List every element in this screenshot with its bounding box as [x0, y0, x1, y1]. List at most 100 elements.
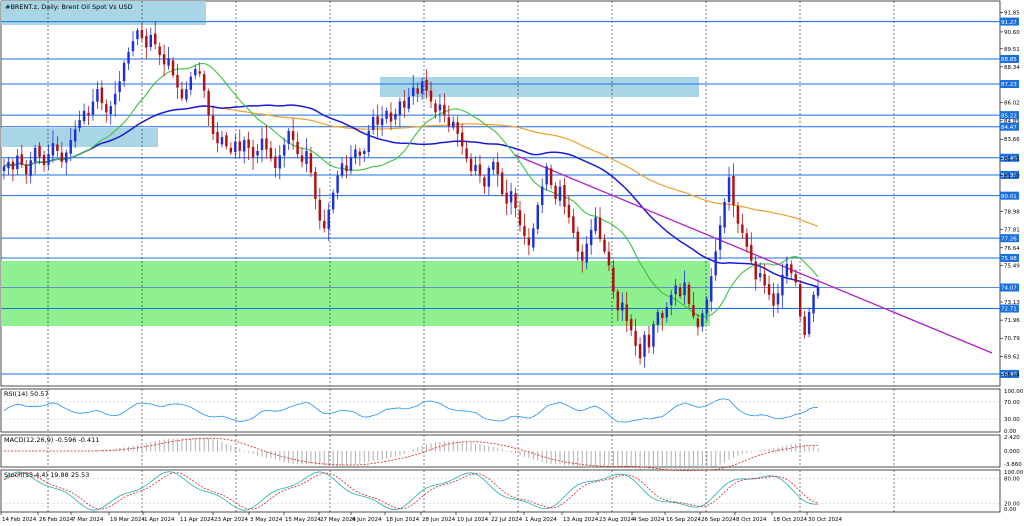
candle-body — [496, 162, 499, 175]
candle — [309, 146, 313, 177]
downtrend-line[interactable] — [514, 154, 993, 354]
candle-body — [69, 140, 72, 154]
candle-body — [465, 148, 468, 159]
price-level-tag-bg — [1000, 54, 1019, 63]
price-tick-label: 86.02 — [1004, 101, 1020, 107]
candle — [229, 142, 233, 156]
candle-body — [803, 316, 806, 335]
chart-title: #BRENT.z, Daily: Brent Oil Spot Vs USD — [5, 3, 133, 11]
rsi-panel[interactable] — [0, 388, 1001, 433]
candle — [113, 80, 117, 117]
candle-body — [785, 263, 789, 277]
price-level-tag-bg — [1000, 234, 1019, 243]
candle — [60, 141, 64, 168]
candle — [180, 81, 184, 102]
candle-body — [683, 282, 686, 296]
candle — [812, 291, 815, 323]
price-level-tag: 74.07 — [1000, 283, 1019, 292]
candle — [380, 105, 384, 137]
candle — [167, 46, 170, 70]
candle-body — [718, 225, 722, 250]
candle-body — [207, 91, 210, 116]
candle-body — [434, 103, 437, 113]
date-tick-label: 19 Mar 2024 — [110, 517, 145, 523]
candle — [376, 104, 379, 138]
candle — [727, 166, 731, 211]
candle-body — [741, 224, 744, 233]
candle — [496, 152, 499, 187]
candle — [56, 136, 59, 157]
candle — [767, 275, 771, 301]
price-level-tag-label: 75.98 — [1001, 256, 1017, 262]
candle-body — [189, 76, 193, 90]
candle — [532, 223, 535, 252]
candle — [474, 156, 477, 176]
candle — [345, 155, 348, 179]
candle-body — [7, 161, 10, 169]
candle — [776, 283, 780, 314]
candle — [452, 116, 455, 131]
candle — [429, 81, 433, 108]
candle-body — [492, 161, 495, 170]
candle-body — [127, 52, 130, 64]
candle — [483, 175, 486, 195]
candle-body — [269, 147, 273, 159]
candle-body — [274, 156, 277, 168]
candle-body — [238, 141, 241, 151]
candle — [581, 244, 584, 273]
price-level-tag-bg — [1000, 17, 1019, 26]
candle — [65, 149, 68, 175]
price-level-tag: 80.01 — [1000, 191, 1019, 200]
candle — [118, 70, 121, 102]
candle-body — [296, 141, 299, 155]
date-tick-label: 23 Aug 2024 — [599, 517, 635, 523]
candle-body — [514, 193, 517, 209]
price-tick-label: 91.85 — [1004, 11, 1020, 17]
candle-body — [349, 157, 353, 171]
price-level-tag-bg — [1000, 304, 1019, 313]
candle-body — [585, 243, 588, 263]
candle-body — [554, 185, 557, 199]
candle — [238, 129, 241, 160]
candle — [705, 296, 709, 322]
candle — [363, 148, 366, 163]
candle-body — [180, 89, 184, 99]
candle — [790, 260, 793, 280]
candle-body — [545, 166, 548, 185]
candle-body — [371, 116, 375, 130]
price-level-tag-label: 81.35 — [1001, 173, 1017, 179]
date-tick-label: 27 May 2024 — [320, 517, 356, 523]
candle — [73, 120, 77, 149]
price-tick-label: 82.41 — [1004, 157, 1020, 163]
candle-body — [91, 101, 95, 115]
candle — [47, 144, 50, 171]
price-tick-label: 70.79 — [1004, 336, 1020, 342]
stochastic-panel[interactable] — [0, 469, 1001, 513]
candle-body — [483, 177, 486, 187]
candle — [287, 128, 290, 151]
candle-body — [82, 110, 86, 122]
candle — [51, 130, 55, 163]
candle — [189, 71, 193, 96]
candle-body — [603, 239, 606, 252]
candle-body — [216, 131, 219, 144]
levels-layer — [1, 21, 1000, 375]
candle-body — [96, 89, 99, 102]
candle-body — [407, 96, 410, 109]
candle — [331, 189, 335, 214]
candle — [131, 30, 135, 57]
price-level-tag: 72.71 — [1000, 304, 1019, 313]
candle-body — [336, 175, 339, 193]
candle-body — [305, 150, 308, 165]
candle — [389, 102, 393, 131]
candle-body — [340, 163, 344, 176]
stochastic-title: Stoch(15,4,4) 19.88 25.53 — [4, 471, 89, 479]
candle-body — [438, 104, 442, 111]
candle-body — [256, 150, 259, 156]
candle — [122, 60, 126, 87]
date-tick-label: 3 May 2024 — [250, 517, 283, 523]
candle-body — [20, 154, 24, 165]
macd-panel[interactable] — [0, 434, 1001, 468]
